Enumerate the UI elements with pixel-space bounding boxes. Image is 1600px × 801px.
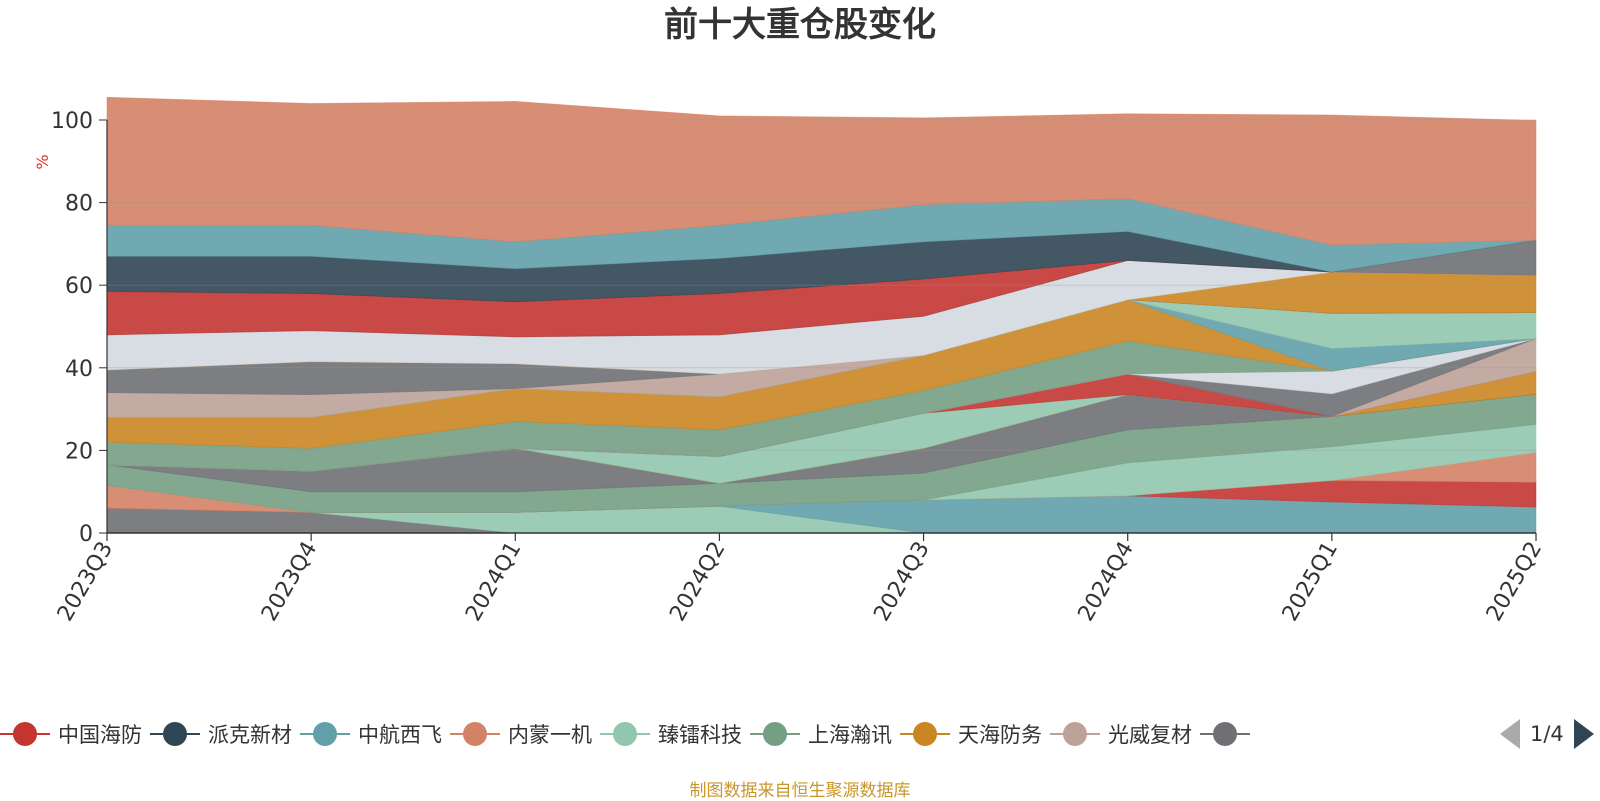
legend-pager: 1/4 bbox=[1500, 716, 1600, 752]
legend-item-8[interactable] bbox=[1200, 712, 1258, 756]
legend-marker-icon bbox=[0, 722, 50, 746]
legend-marker-icon bbox=[300, 722, 350, 746]
y-tick-label: 0 bbox=[79, 522, 93, 547]
y-tick-label: 100 bbox=[51, 109, 93, 134]
legend-label: 派克新材 bbox=[208, 723, 292, 747]
y-tick-label: 40 bbox=[65, 357, 93, 382]
source-note: 制图数据来自恒生聚源数据库 bbox=[689, 781, 911, 801]
y-axis-unit-label: % bbox=[33, 154, 52, 169]
area-chart: % 0 20 40 60 80 100 2023Q3 2023Q4 2024Q1 2024Q2 20… bbox=[33, 96, 1547, 626]
legend-label: 内蒙一机 bbox=[508, 723, 592, 747]
legend-item-4[interactable]: 臻镭科技 bbox=[600, 712, 742, 756]
legend-item-1[interactable]: 派克新材 bbox=[150, 712, 292, 756]
x-tick-label: 2024Q1 bbox=[461, 538, 526, 626]
legend-item-6[interactable]: 天海防务 bbox=[900, 712, 1042, 756]
legend-label: 天海防务 bbox=[958, 723, 1042, 747]
x-tick-label: 2024Q4 bbox=[1074, 538, 1139, 626]
legend-item-5[interactable]: 上海瀚讯 bbox=[750, 712, 892, 756]
legend-marker-icon bbox=[450, 722, 500, 746]
x-tick-label: 2023Q3 bbox=[53, 538, 118, 626]
legend-label: 光威复材 bbox=[1108, 723, 1192, 747]
legend-label: 臻镭科技 bbox=[658, 723, 742, 747]
legend-page-indicator: 1/4 bbox=[1530, 722, 1564, 746]
x-tick-label: 2024Q3 bbox=[869, 538, 934, 626]
legend-marker-icon bbox=[1050, 722, 1100, 746]
area-series-28 bbox=[106, 96, 1537, 246]
legend-item-0[interactable]: 中国海防 bbox=[0, 712, 142, 756]
legend-label: 上海瀚讯 bbox=[808, 723, 892, 747]
x-tick-label: 2023Q4 bbox=[257, 538, 322, 626]
y-tick-label: 80 bbox=[65, 192, 93, 217]
legend-item-2[interactable]: 中航西飞 bbox=[300, 712, 442, 756]
x-tick-label: 2024Q2 bbox=[665, 538, 730, 626]
legend-label: 中国海防 bbox=[58, 723, 142, 747]
grid-layer bbox=[107, 119, 1536, 451]
chart-title: 前十大重仓股变化 bbox=[664, 5, 936, 45]
legend-prev-page-icon[interactable] bbox=[1500, 719, 1520, 749]
x-tick-label: 2025Q1 bbox=[1278, 538, 1343, 626]
legend: 中国海防 派克新材 中航西飞 内蒙一机 臻镭科技 上海瀚讯 天海防务 光威复材 bbox=[0, 712, 1484, 756]
y-tick-label: 20 bbox=[65, 439, 93, 464]
legend-next-page-icon[interactable] bbox=[1573, 719, 1594, 749]
areas-layer bbox=[106, 96, 1537, 534]
x-tick-label: 2025Q2 bbox=[1482, 538, 1547, 626]
legend-marker-icon bbox=[150, 722, 200, 746]
legend-marker-icon bbox=[1200, 722, 1250, 746]
legend-item-3[interactable]: 内蒙一机 bbox=[450, 712, 592, 756]
legend-marker-icon bbox=[900, 722, 950, 746]
legend-marker-icon bbox=[600, 722, 650, 746]
legend-item-7[interactable]: 光威复材 bbox=[1050, 712, 1192, 756]
legend-label: 中航西飞 bbox=[358, 723, 442, 747]
y-tick-label: 60 bbox=[65, 274, 93, 299]
legend-marker-icon bbox=[750, 722, 800, 746]
